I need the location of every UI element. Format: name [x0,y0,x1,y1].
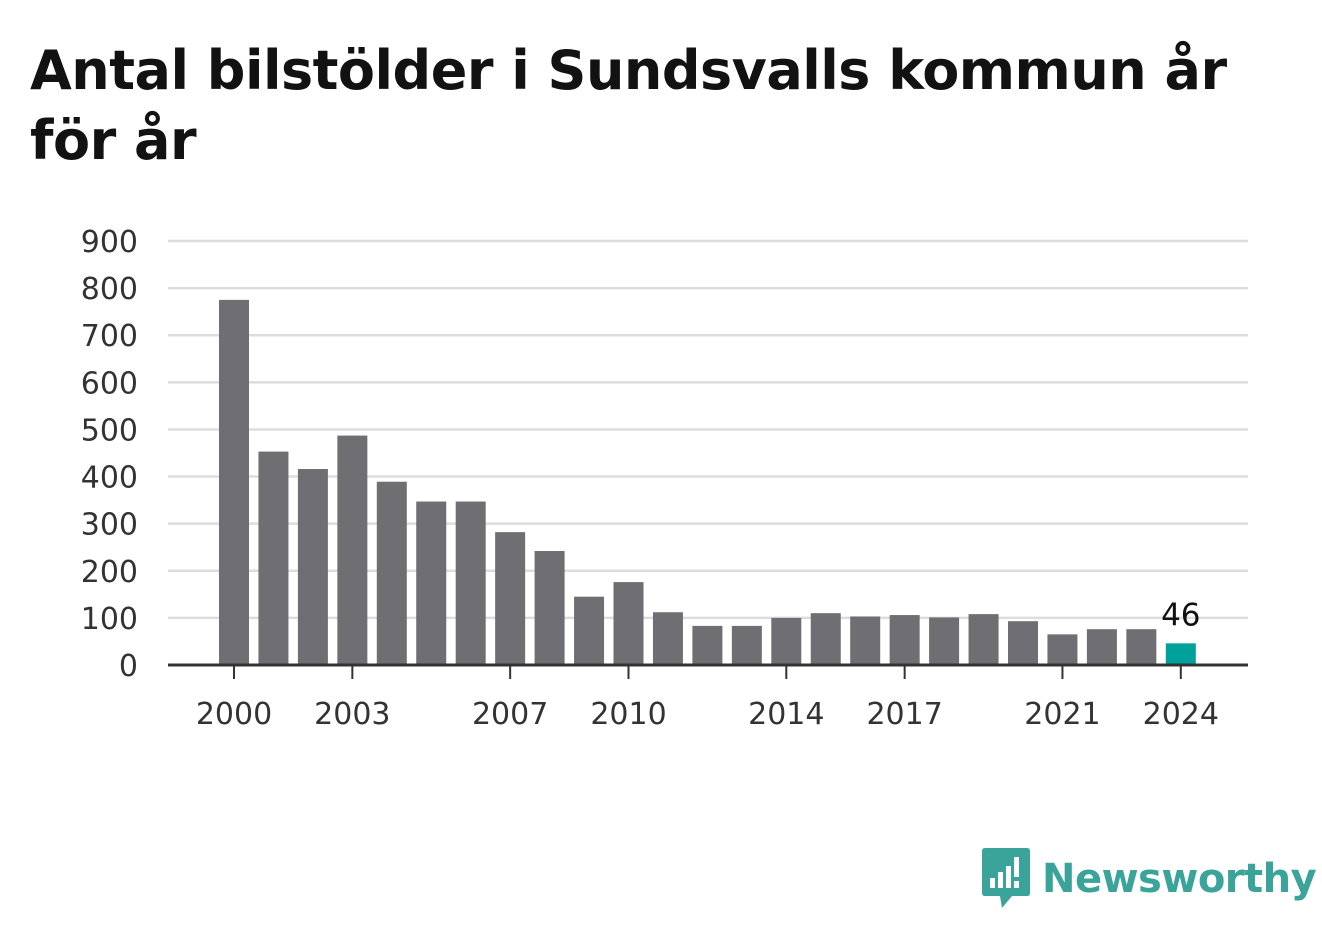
x-tick-label-2024: 2024 [1143,697,1219,732]
bar-2002 [297,469,328,665]
y-tick-label-600: 600 [81,366,138,401]
bar-2024 [1165,643,1196,665]
chart-title: Antal bilstölder i Sundsvalls kommun år … [30,39,1227,172]
x-tick-label-2014: 2014 [748,697,824,732]
bar-2020 [1008,621,1038,665]
bar-2001 [258,451,289,665]
bar-2015 [810,613,841,665]
y-tick-label-900: 900 [81,225,138,260]
bar-2005 [416,501,447,665]
bar-2007 [495,532,526,665]
bar-2013 [731,625,762,665]
bar-2023 [1126,629,1157,665]
x-axis [168,663,1248,679]
x-tick-label-2017: 2017 [866,697,942,732]
x-tick-label-2010: 2010 [590,697,666,732]
x-tick-label-2000: 2000 [196,697,272,732]
y-tick-label-500: 500 [81,413,138,448]
bar-2017 [889,615,920,665]
bar-2012 [692,625,723,665]
brand-name: Newsworthy [1042,856,1317,902]
bar-2022 [1086,629,1117,665]
bar-2008 [534,550,565,665]
bar-2018 [929,617,960,665]
y-tick-label-700: 700 [81,319,138,354]
y-tick-label-400: 400 [81,461,138,496]
bar-2014 [771,617,802,665]
bar-2003 [337,435,368,665]
y-tick-label-100: 100 [81,602,138,637]
bar-2004 [376,481,407,665]
bar-2006 [455,501,486,665]
bar-2010 [613,582,644,665]
bar-2019 [968,614,999,665]
bar-2016 [850,616,881,665]
bar-2011 [652,612,683,665]
x-axis-tick-labels: 2000 2003 2007 2010 2014 2017 2021 2024 [196,697,1219,732]
bar-2009 [574,596,605,665]
data-labels: 46 [1161,597,1200,633]
y-tick-label-200: 200 [81,555,138,590]
data-label-2024: 46 [1161,597,1200,633]
y-tick-label-800: 800 [81,272,138,307]
y-tick-label-0: 0 [119,649,138,684]
bar-2021 [1047,634,1078,665]
bars [219,299,1196,665]
x-tick-label-2021: 2021 [1024,697,1100,732]
bar-2000 [219,299,249,665]
x-tick-label-2007: 2007 [472,697,548,732]
x-tick-label-2003: 2003 [314,697,390,732]
y-tick-label-300: 300 [81,508,138,543]
gridlines [168,239,1248,620]
y-axis-tick-labels: 0 100 200 300 400 500 600 700 800 900 [81,225,138,684]
newsworthy-brand: Newsworthy [982,848,1317,910]
chart-speech-bubble-icon [982,848,1030,908]
